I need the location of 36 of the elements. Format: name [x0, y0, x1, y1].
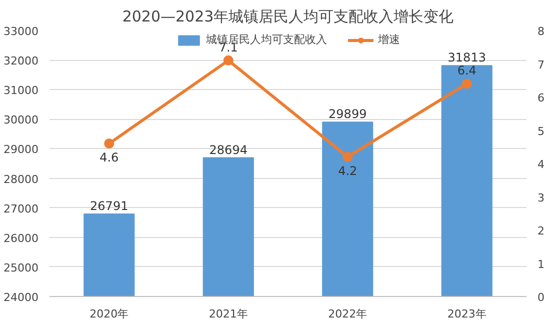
point — [342, 152, 353, 162]
point — [462, 78, 472, 89]
y2-tick-label: 6 — [538, 92, 544, 104]
data-label: 4.2 — [338, 164, 358, 178]
data-label: 6.4 — [457, 64, 476, 78]
y2-tick-label: 4 — [538, 158, 544, 171]
legend-label: 增速 — [378, 32, 400, 47]
y2-tick-label: 8 — [538, 25, 544, 38]
y2-tick-label: 3 — [538, 191, 544, 204]
y-tick-label: 24000 — [4, 291, 39, 304]
x-tick-label: 2021年 — [208, 308, 248, 320]
y-tick-label: 30000 — [4, 114, 39, 127]
y-tick-label: 31000 — [4, 84, 39, 98]
y-tick-label: 28000 — [4, 172, 39, 186]
data-label: 26791 — [90, 199, 128, 214]
y2-tick-label: 7 — [538, 58, 544, 72]
data-label: 4.6 — [100, 150, 119, 165]
point — [104, 138, 114, 149]
point — [223, 55, 234, 66]
y-tick-label: 25000 — [4, 261, 39, 274]
y-tick-label: 32000 — [4, 54, 39, 68]
data-label: 29899 — [328, 107, 367, 122]
y-tick-label: 29000 — [4, 143, 39, 156]
y-tick-label: 27000 — [4, 202, 39, 216]
x-tick-label: 2023年 — [447, 308, 486, 320]
y-tick-label: 33000 — [4, 25, 39, 38]
y2-tick-label: 2 — [538, 224, 544, 238]
data-label: 31813 — [448, 50, 486, 65]
chart-title: 2020—2023年城镇居民人均可支配收入增长变化 — [122, 8, 454, 26]
y2-tick-label: 1 — [538, 258, 544, 271]
y2-tick-label: 0 — [538, 291, 544, 304]
x-tick-label: 2020年 — [90, 308, 129, 320]
data-label: 28694 — [209, 142, 248, 157]
x-tick-label: 2022年 — [328, 308, 368, 320]
y-tick-label: 26000 — [4, 232, 39, 245]
y2-tick-label: 5 — [538, 124, 544, 138]
